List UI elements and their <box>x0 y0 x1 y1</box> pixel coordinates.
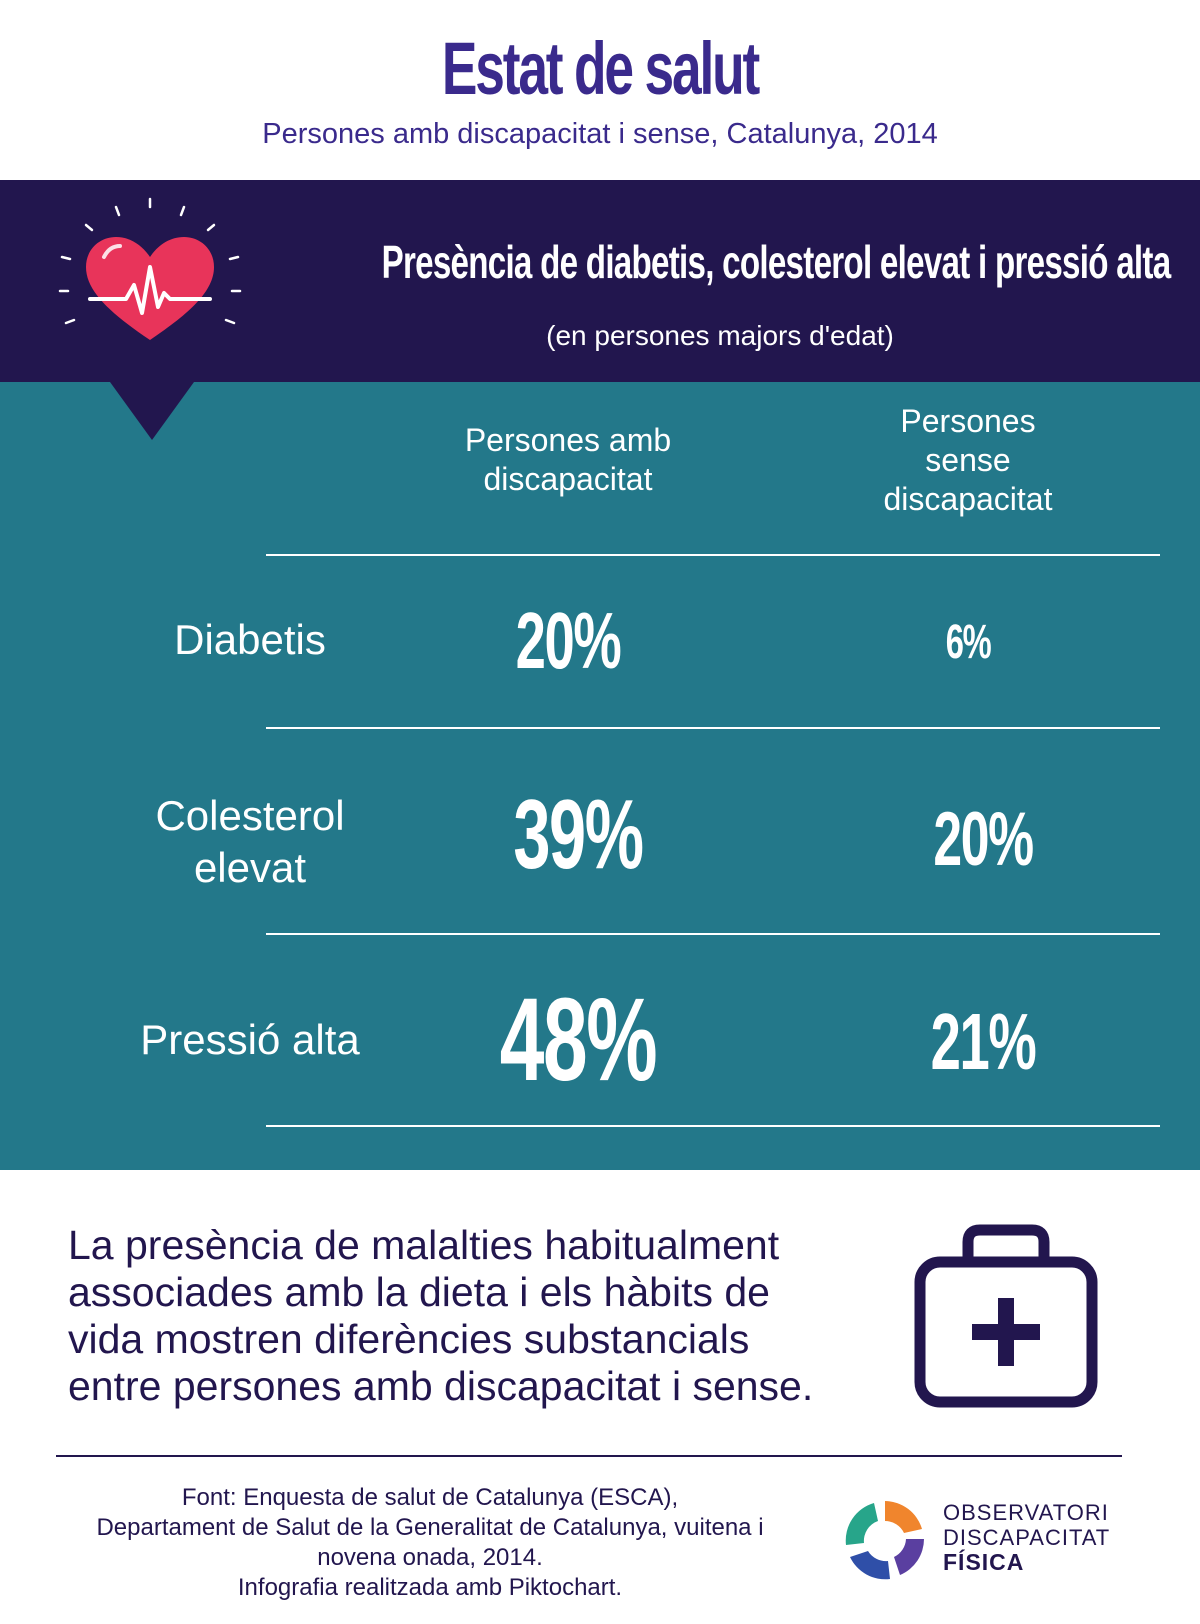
column-header-with-disability: Persones amb discapacitat <box>464 422 672 497</box>
divider <box>266 727 1160 729</box>
value-colesterol-without: 20% <box>933 797 1034 882</box>
value-pressio-with: 48% <box>499 974 658 1106</box>
page-title: Estat de salut <box>441 27 760 110</box>
observatori-logo-icon <box>845 1501 924 1580</box>
data-panel <box>0 382 1200 1170</box>
divider <box>266 1125 1160 1127</box>
heart-pulse-icon <box>58 197 242 340</box>
footer-divider <box>56 1455 1122 1457</box>
first-aid-kit-icon <box>914 1224 1098 1408</box>
row-label-diabetis: Diabetis <box>174 616 326 663</box>
summary-note: La presència de malalties habitualment a… <box>68 1222 814 1409</box>
value-diabetis-without: 6% <box>945 616 992 669</box>
row-label-colesterol: Colesterol elevat <box>155 792 345 891</box>
section-subtitle: (en persones majors d'edat) <box>546 320 894 351</box>
value-pressio-without: 21% <box>930 997 1037 1086</box>
column-header-without-disability: Persones sense discapacitat <box>883 403 1053 517</box>
source-credit: Font: Enquesta de salut de Catalunya (ES… <box>96 1484 764 1601</box>
page-subtitle: Persones amb discapacitat i sense, Catal… <box>262 118 938 150</box>
value-diabetis-with: 20% <box>515 596 622 685</box>
section-title: Presència de diabetis, colesterol elevat… <box>381 236 1172 288</box>
header-pointer <box>110 382 194 440</box>
value-colesterol-with: 39% <box>513 779 644 889</box>
divider <box>266 933 1160 935</box>
observatori-logo-text: OBSERVATORI DISCAPACITAT FÍSICA <box>943 1500 1111 1575</box>
divider <box>266 554 1160 556</box>
row-label-pressio: Pressió alta <box>140 1016 360 1063</box>
